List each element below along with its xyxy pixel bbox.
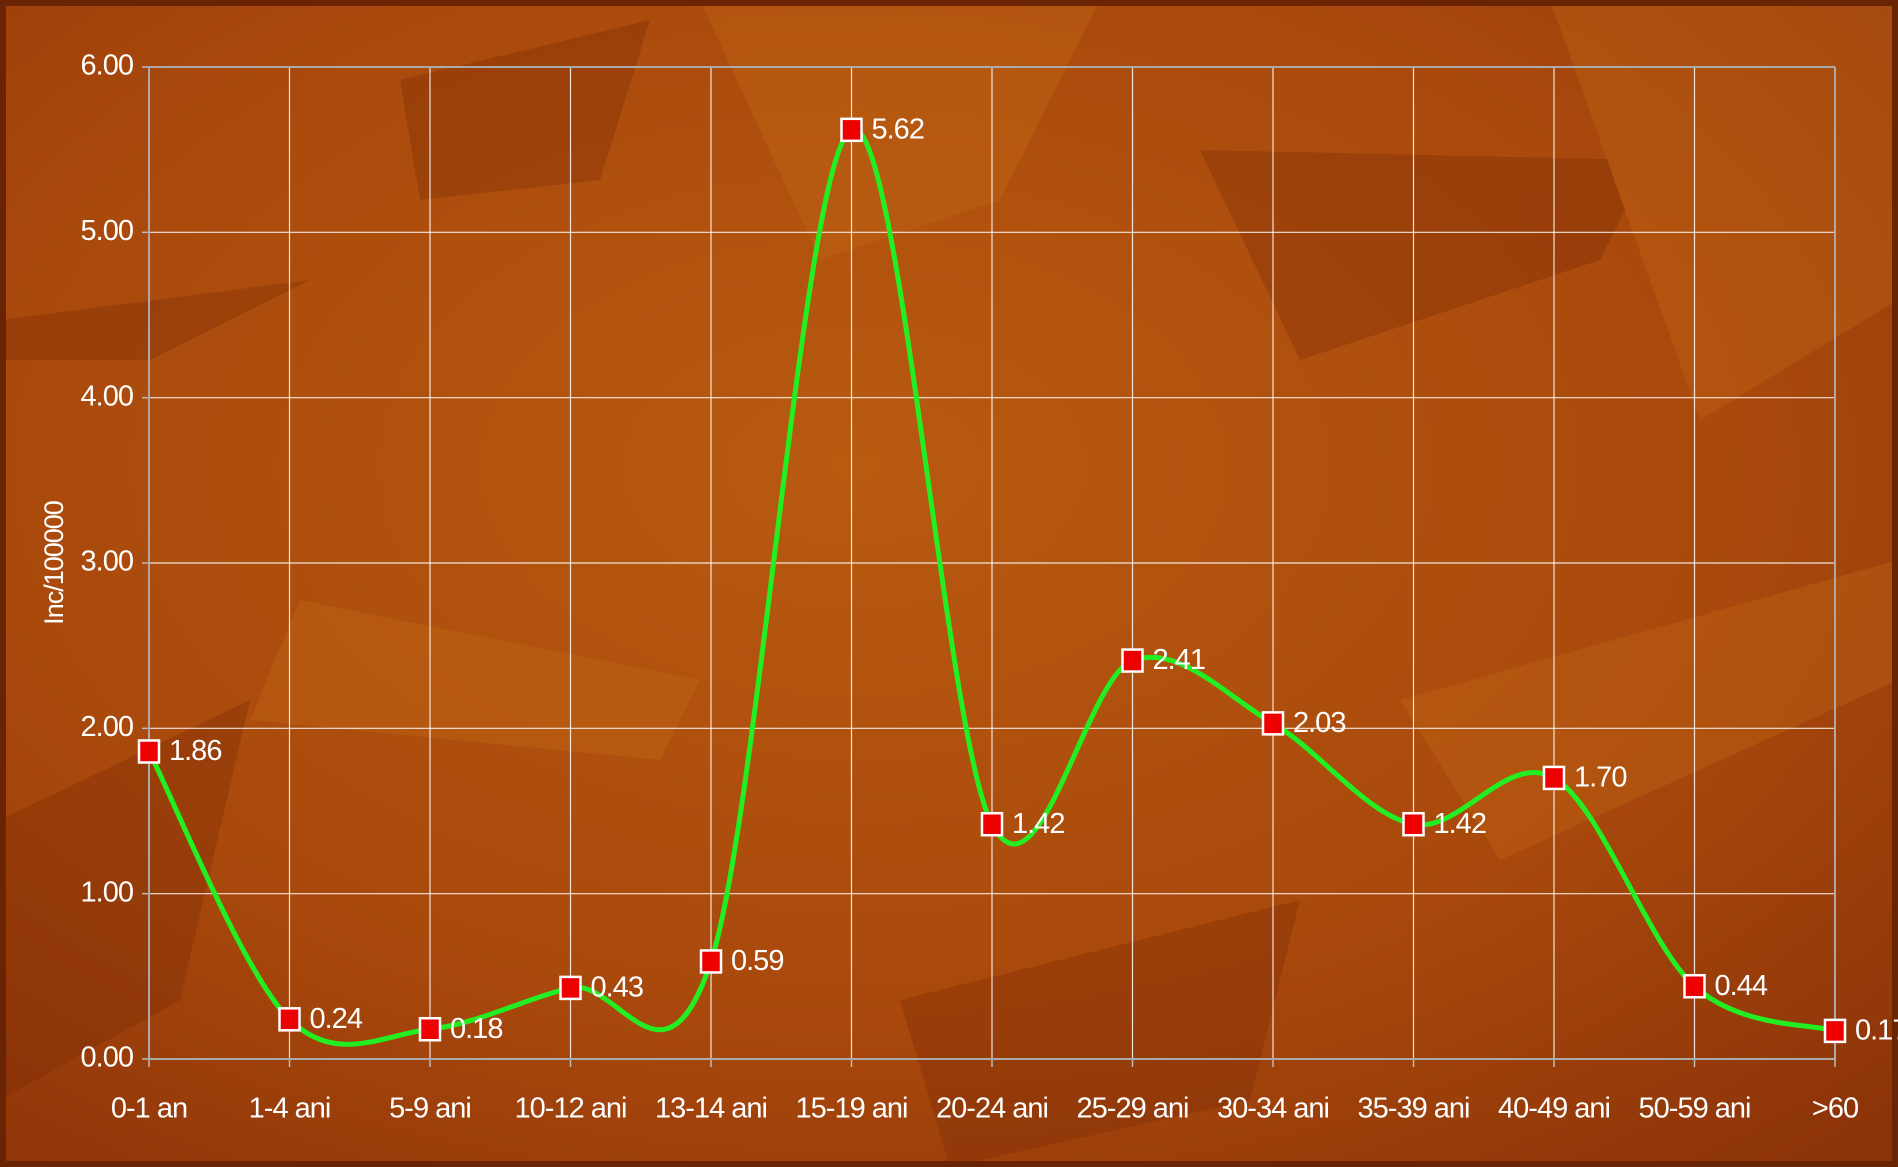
marker — [1823, 1018, 1847, 1044]
x-tick-label: 40-49 ani — [1498, 1093, 1610, 1125]
x-tick-label: >60 — [1812, 1093, 1858, 1125]
marker — [1121, 648, 1144, 673]
data-label: 2.41 — [1153, 644, 1205, 676]
marker — [418, 1016, 442, 1042]
line — [146, 127, 1836, 1047]
marker — [699, 949, 723, 974]
x-tick-label: 50-59 ani — [1639, 1093, 1751, 1125]
x-tick-label: 5-9 ani — [389, 1093, 471, 1125]
data-label: 0.43 — [591, 972, 643, 1004]
marker — [1542, 765, 1566, 791]
y-tick-label: 1.00 — [81, 876, 133, 908]
data-label: 1.70 — [1574, 762, 1626, 794]
y-tick-label: 5.00 — [81, 215, 133, 247]
marker — [840, 117, 863, 143]
data-label: 0.44 — [1715, 970, 1768, 1002]
marker — [1261, 711, 1285, 736]
data-label: 5.62 — [872, 113, 924, 145]
data-label: 1.42 — [1434, 808, 1486, 840]
marker — [1683, 974, 1706, 999]
data-label: 1.42 — [1012, 808, 1064, 840]
x-tick-label: 10-12 ani — [515, 1093, 627, 1125]
x-tick-label: 1-4 ani — [249, 1093, 331, 1125]
x-tick-label: 30-34 ani — [1217, 1093, 1329, 1125]
y-tick-label: 6.00 — [81, 50, 133, 82]
y-tick-label: 3.00 — [81, 546, 133, 578]
x-tick-label: 35-39 ani — [1358, 1093, 1470, 1125]
x-tick-label: 0-1 an — [111, 1093, 187, 1125]
data-label: 0.18 — [450, 1013, 502, 1045]
data-label: 0.17 — [1855, 1015, 1898, 1047]
y-tick-label: 0.00 — [81, 1042, 133, 1074]
data-label: 0.24 — [310, 1003, 363, 1035]
marker — [137, 739, 161, 764]
marker — [1402, 811, 1425, 837]
x-tick-label: 15-19 ani — [796, 1093, 908, 1125]
y-tick-label: 4.00 — [81, 380, 133, 412]
marker — [980, 811, 1004, 837]
x-tick-label: 20-24 ani — [936, 1093, 1048, 1125]
marker — [559, 975, 582, 1001]
marker — [278, 1007, 301, 1032]
data-label: 2.03 — [1293, 707, 1345, 739]
y-axis-title: Inc/100000 — [39, 501, 69, 625]
x-tick-label: 25-29 ani — [1077, 1093, 1189, 1125]
data-label: 1.86 — [169, 735, 221, 767]
y-tick-label: 2.00 — [81, 711, 133, 743]
data-label: 0.59 — [731, 945, 783, 977]
x-tick-label: 13-14 ani — [655, 1093, 767, 1125]
